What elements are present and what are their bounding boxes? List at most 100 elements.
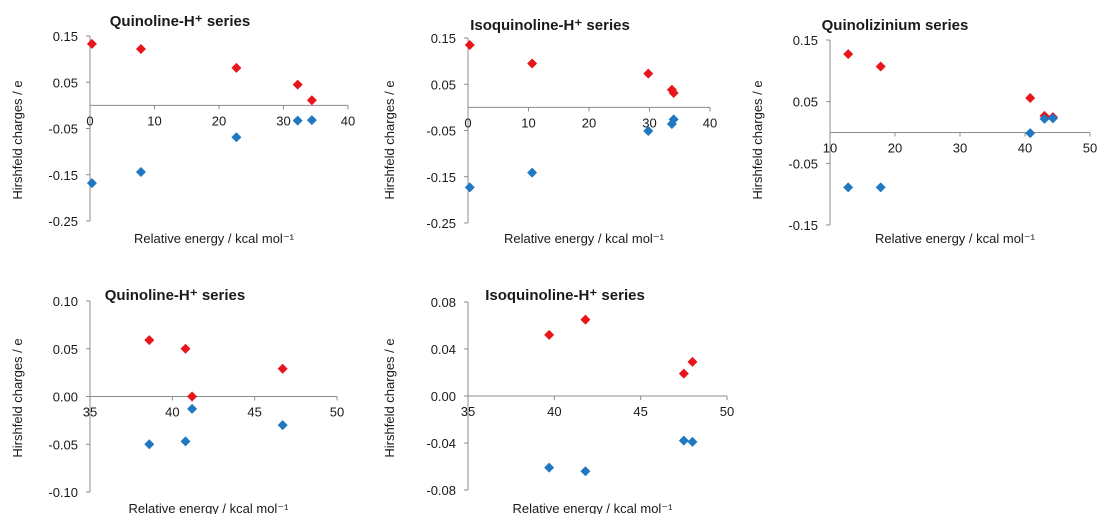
x-axis-label: Relative energy / kcal mol⁻¹: [128, 501, 289, 514]
x-tick-label: 35: [461, 404, 475, 419]
chart-title: Quinoline-H⁺ series: [105, 287, 245, 304]
x-tick-label: 40: [1018, 141, 1032, 156]
x-tick-label: 40: [165, 405, 179, 420]
red-data-point: [544, 329, 555, 340]
red-data-point: [875, 61, 886, 72]
y-tick-label: -0.10: [48, 485, 78, 500]
blue-data-point: [678, 435, 689, 446]
blue-data-point: [1039, 113, 1050, 124]
y-tick-label: -0.05: [788, 156, 818, 171]
chart-title: Isoquinoline-H⁺ series: [470, 17, 630, 34]
red-data-point: [580, 314, 591, 325]
y-tick-label: -0.05: [426, 124, 456, 139]
y-axis-label: Hirshfeld charges / e: [382, 80, 397, 199]
y-tick-label: 0.05: [793, 95, 818, 110]
y-tick-label: -0.08: [426, 483, 456, 498]
y-axis-label: Hirshfeld charges / e: [750, 80, 765, 199]
x-axis-label: Relative energy / kcal mol⁻¹: [504, 231, 665, 246]
blue-data-point: [544, 462, 555, 473]
chart-quinoline-top: Quinoline-H⁺ series 0.15 0.05 -0.05 -0.15 -0.…: [0, 0, 365, 250]
y-tick-label: -0.15: [426, 170, 456, 185]
x-axis-label: Relative energy / kcal mol⁻¹: [875, 231, 1036, 246]
red-data-point: [277, 363, 288, 374]
blue-data-point: [1047, 113, 1058, 124]
x-tick-label: 35: [83, 405, 97, 420]
red-data-point: [180, 343, 191, 354]
blue-data-point: [277, 420, 288, 431]
y-tick-label: -0.15: [48, 168, 78, 183]
chart-isoquinoline-top: Isoquinoline-H⁺ series 0.15 0.05 -0.05 -0.15…: [370, 0, 735, 250]
blue-data-point: [135, 166, 146, 177]
blue-data-point: [464, 182, 475, 193]
chart-svg: Isoquinoline-H⁺ series 0.08 0.04 0.00 -0.04 -…: [382, 287, 734, 514]
blue-data-point: [580, 466, 591, 477]
x-tick-label: 40: [703, 115, 717, 130]
y-tick-label: -0.04: [426, 436, 456, 451]
x-tick-label: 50: [330, 405, 344, 420]
x-tick-label: 50: [1083, 141, 1097, 156]
y-tick-label: 0.00: [431, 389, 456, 404]
x-tick-label: 45: [633, 404, 647, 419]
y-tick-label: 0.10: [53, 294, 78, 309]
y-tick-label: 0.00: [53, 390, 78, 405]
red-data-point: [86, 38, 97, 49]
x-tick-label: 40: [341, 113, 355, 128]
y-tick-label: 0.05: [431, 77, 456, 92]
chart-title: Quinoline-H⁺ series: [110, 13, 250, 30]
x-tick-label: 30: [642, 115, 656, 130]
x-tick-label: 40: [547, 404, 561, 419]
chart-svg: Quinolizinium series 0.15 0.05 -0.05 -0.15 10…: [750, 17, 1097, 246]
red-data-point: [144, 335, 155, 346]
red-data-point: [1025, 92, 1036, 103]
blue-data-point: [1025, 128, 1036, 139]
y-tick-label: -0.05: [48, 437, 78, 452]
chart-isoquinoline-bottom: Isoquinoline-H⁺ series 0.08 0.04 0.00 -0.04 -…: [370, 270, 740, 514]
blue-data-point: [875, 182, 886, 193]
red-data-point: [187, 391, 198, 402]
y-axis-label: Hirshfeld charges / e: [382, 338, 397, 457]
blue-data-point: [843, 182, 854, 193]
x-tick-label: 20: [582, 115, 596, 130]
chart-quinolizinium: Quinolizinium series 0.15 0.05 -0.05 -0.15 10…: [740, 0, 1097, 250]
blue-data-point: [668, 114, 679, 125]
red-data-point: [464, 39, 475, 50]
blue-data-point: [86, 178, 97, 189]
x-tick-label: 10: [521, 115, 535, 130]
blue-data-point: [231, 132, 242, 143]
y-tick-label: -0.25: [48, 214, 78, 229]
y-tick-label: 0.05: [53, 342, 78, 357]
x-tick-label: 20: [888, 141, 902, 156]
chart-svg: Isoquinoline-H⁺ series 0.15 0.05 -0.05 -0.15…: [382, 17, 717, 246]
red-data-point: [306, 95, 317, 106]
x-tick-label: 0: [86, 113, 93, 128]
blue-data-point: [187, 403, 198, 414]
x-tick-label: 10: [147, 113, 161, 128]
red-data-point: [843, 49, 854, 60]
y-tick-label: 0.15: [431, 31, 456, 46]
chart-svg: Quinoline-H⁺ series 0.10 0.05 0.00 -0.05 -0.1…: [10, 287, 344, 514]
blue-data-point: [643, 125, 654, 136]
x-tick-label: 45: [247, 405, 261, 420]
x-tick-label: 30: [953, 141, 967, 156]
x-axis-label: Relative energy / kcal mol⁻¹: [134, 231, 295, 246]
red-data-point: [678, 368, 689, 379]
x-tick-label: 0: [464, 115, 471, 130]
x-tick-label: 20: [212, 113, 226, 128]
x-axis-label: Relative energy / kcal mol⁻¹: [512, 501, 673, 514]
y-tick-label: 0.15: [793, 33, 818, 48]
chart-title: Quinolizinium series: [822, 17, 969, 34]
red-data-point: [231, 62, 242, 73]
red-data-point: [527, 58, 538, 69]
y-tick-label: 0.05: [53, 75, 78, 90]
blue-data-point: [144, 439, 155, 450]
chart-quinoline-bottom: Quinoline-H⁺ series 0.10 0.05 0.00 -0.05 -0.1…: [0, 270, 365, 514]
y-tick-label: -0.25: [426, 216, 456, 231]
x-tick-label: 30: [276, 113, 290, 128]
blue-data-point: [292, 115, 303, 126]
blue-data-point: [687, 436, 698, 447]
red-data-point: [292, 79, 303, 90]
red-data-point: [135, 43, 146, 54]
y-tick-label: 0.08: [431, 295, 456, 310]
chart-title: Isoquinoline-H⁺ series: [485, 287, 645, 304]
x-tick-label: 50: [720, 404, 734, 419]
